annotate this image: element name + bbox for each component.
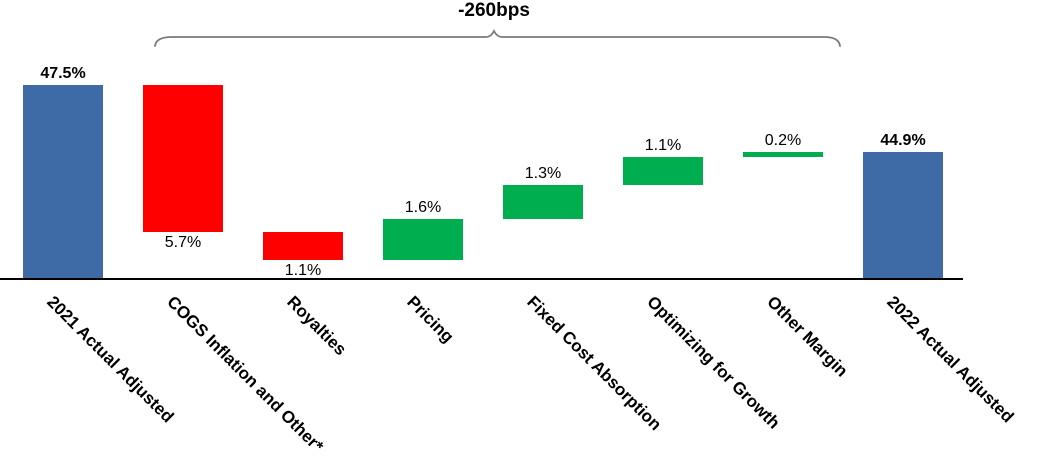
category-label: 2022 Actual Adjusted <box>883 292 1018 427</box>
category-label: Other Margin <box>763 292 852 381</box>
bracket-label: -260bps <box>458 0 530 21</box>
x-axis-line <box>0 278 963 280</box>
waterfall-bar-7 <box>743 152 823 157</box>
value-label: 1.3% <box>524 165 562 182</box>
waterfall-bar-4 <box>383 219 463 260</box>
category-label: Pricing <box>403 292 458 347</box>
category-label: 2021 Actual Adjusted <box>43 292 178 427</box>
value-label: 44.9% <box>880 132 926 149</box>
bracket-brace-icon <box>154 28 841 47</box>
value-label: 1.1% <box>284 262 322 279</box>
category-label: Fixed Cost Absorption <box>523 292 666 435</box>
waterfall-bar-5 <box>503 185 583 219</box>
value-label: 5.7% <box>164 234 202 251</box>
waterfall-bar-6 <box>623 157 703 185</box>
value-label: 1.1% <box>644 137 682 154</box>
waterfall-bar-2 <box>143 85 223 232</box>
value-label: 47.5% <box>40 65 86 82</box>
category-label: Royalties <box>283 292 351 360</box>
waterfall-bar-8 <box>863 152 943 278</box>
value-label: 0.2% <box>764 132 802 149</box>
category-label: Optimizing for Growth <box>643 292 784 433</box>
waterfall-bar-3 <box>263 232 343 260</box>
value-label: 1.6% <box>404 199 442 216</box>
waterfall-bar-1 <box>23 85 103 279</box>
